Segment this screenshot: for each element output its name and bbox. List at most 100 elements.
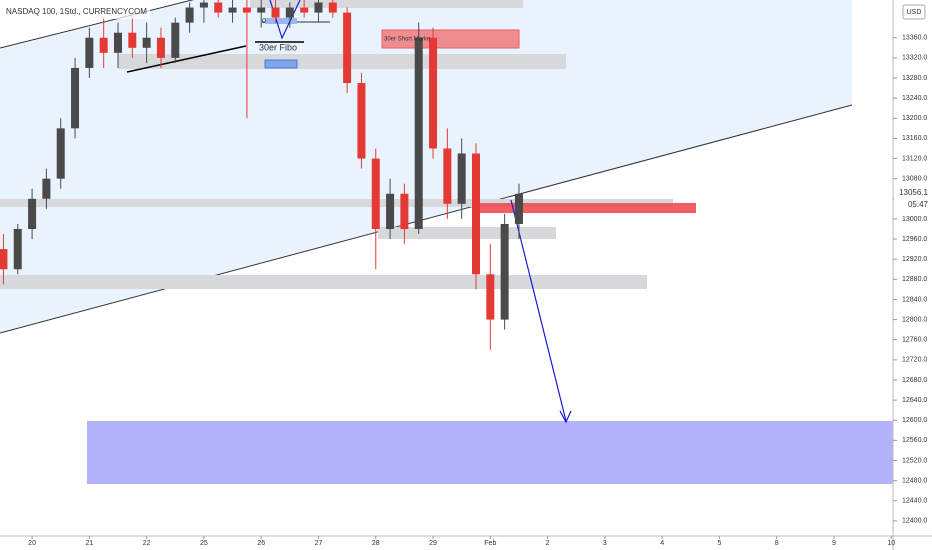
trend-line	[126, 45, 247, 73]
x-tick-label: 5	[717, 540, 721, 547]
candle-body	[142, 37, 151, 48]
candle-body	[199, 2, 208, 8]
x-tick-label: 8	[775, 540, 779, 547]
candle-body	[71, 67, 80, 129]
x-tick-label: 28	[372, 540, 380, 547]
channel-line	[0, 0, 195, 49]
channel-fill	[0, 0, 852, 333]
y-tick-label: 12520.0	[902, 457, 927, 464]
candle-body	[400, 193, 409, 229]
x-tick-label: 29	[429, 540, 437, 547]
x-tick-label: 9	[832, 540, 836, 547]
candles	[0, 0, 523, 350]
y-tick-label: 12760.0	[902, 337, 927, 344]
y-tick-label: 12400.0	[902, 518, 927, 525]
candle-body	[500, 223, 509, 320]
zone	[118, 54, 566, 69]
zone	[378, 227, 556, 239]
candle-body	[414, 37, 423, 229]
y-tick-label: 13200.0	[902, 115, 927, 122]
candle-body	[257, 7, 266, 13]
candle-body	[514, 193, 523, 224]
candle-body	[357, 83, 366, 159]
candle-body	[99, 37, 108, 53]
candle-body	[443, 148, 452, 204]
x-tick-label: 21	[85, 540, 93, 547]
y-tick-label: 12840.0	[902, 296, 927, 303]
zone	[250, 0, 523, 8]
target-zone	[87, 421, 893, 484]
candle-body	[471, 153, 480, 275]
fibo-box	[264, 59, 298, 69]
x-tick-label: Feb	[484, 540, 496, 547]
y-tick-label: 12960.0	[902, 236, 927, 243]
drawings	[0, 0, 893, 484]
short-label: 30er Short Marke	[384, 37, 431, 43]
candle-body	[113, 32, 122, 53]
x-tick-label: 26	[257, 540, 265, 547]
candle-body	[300, 7, 309, 13]
y-tick-label: 12480.0	[902, 477, 927, 484]
candle-body	[328, 2, 337, 13]
candle-body	[271, 7, 280, 18]
chart-title: NASDAQ 100, 1Std., CURRENCYCOM	[6, 7, 147, 16]
candle-body	[56, 128, 65, 179]
zone	[0, 275, 647, 289]
y-tick-label: 12720.0	[902, 357, 927, 364]
y-tick-label: 12920.0	[902, 256, 927, 263]
candle-body	[228, 7, 237, 13]
y-tick-label: 13000.0	[902, 216, 927, 223]
x-tick-label: 20	[28, 540, 36, 547]
candle-body	[386, 193, 395, 229]
candle-body	[156, 37, 165, 58]
y-axis: 12400.0 12440.0 12480.0 12520.0 12560.0 12600…	[893, 35, 927, 525]
countdown: 05:47	[908, 200, 929, 209]
x-tick-label: 3	[603, 540, 607, 547]
candle-body	[371, 158, 380, 229]
candle-body	[42, 178, 51, 199]
short-zone	[475, 203, 696, 213]
y-tick-label: 13240.0	[902, 95, 927, 102]
currency-box[interactable]	[902, 4, 926, 20]
y-tick-label: 12680.0	[902, 377, 927, 384]
y-tick-label: 12880.0	[902, 276, 927, 283]
x-tick-label: 22	[143, 540, 151, 547]
x-tick-label: 25	[200, 540, 208, 547]
y-tick-label: 12600.0	[902, 417, 927, 424]
fibo-label: 30er Fibo	[259, 42, 297, 52]
y-tick-label: 13080.0	[902, 176, 927, 183]
candle-body	[128, 32, 137, 48]
candle-body	[314, 2, 323, 13]
currency: USD	[907, 9, 922, 16]
arrow	[510, 199, 567, 422]
y-tick-label: 12560.0	[902, 437, 927, 444]
title-bg	[0, 5, 150, 19]
y-tick-label: 12800.0	[902, 316, 927, 323]
candle-body	[28, 198, 37, 229]
candle-body	[85, 37, 94, 68]
candle-body	[171, 22, 180, 58]
candle-body	[214, 2, 223, 13]
y-tick-label: 12440.0	[902, 498, 927, 505]
candle-body	[185, 7, 194, 23]
fibo-level: 0	[262, 18, 266, 25]
fibo-box	[265, 18, 297, 24]
y-tick-label: 13320.0	[902, 55, 927, 62]
price-tag-bg	[894, 188, 932, 210]
x-tick-label: 10	[887, 540, 895, 547]
y-tick-label: 13120.0	[902, 155, 927, 162]
candle-body	[343, 12, 352, 84]
y-tick-label: 13160.0	[902, 135, 927, 142]
arrow-head	[559, 410, 572, 424]
candle-body	[429, 37, 438, 149]
y-tick-label: 13360.0	[902, 35, 927, 42]
candle-body	[486, 274, 495, 320]
candle-body	[242, 7, 251, 13]
last-price: 13056.1	[899, 188, 928, 197]
candle-body	[0, 249, 8, 270]
y-tick-label: 12640.0	[902, 397, 927, 404]
candle-body	[285, 7, 294, 18]
x-tick-label: 2	[546, 540, 550, 547]
candle-body	[13, 228, 22, 270]
